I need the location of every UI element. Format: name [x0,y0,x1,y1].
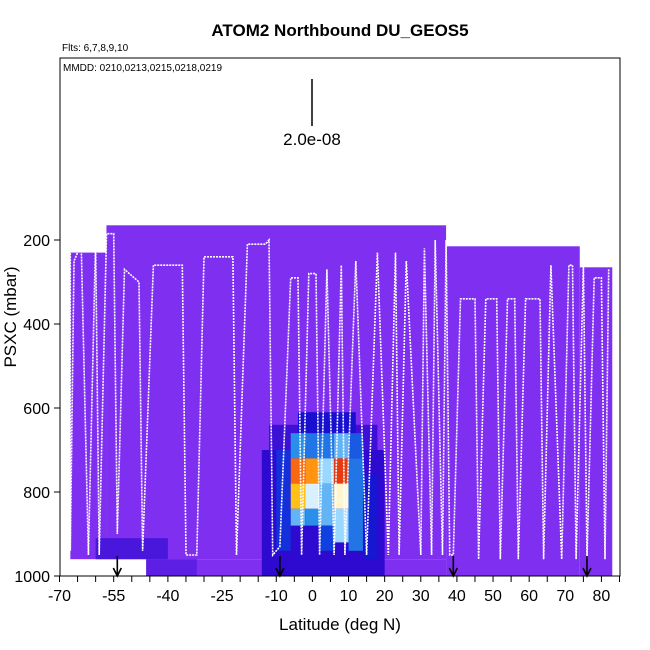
y-axis-label: PSXC (mbar) [1,266,20,367]
heatmap-cell-10 [305,433,320,459]
y-tick-label: 1000 [14,569,50,586]
heatmap-cell-4 [297,412,356,434]
heatmap-cell-16 [319,483,335,526]
x-tick-label: 30 [412,588,430,605]
y-tick-label: 800 [23,485,50,502]
x-tick-label: -10 [265,588,288,605]
heatmap-cell-19 [334,458,349,484]
heatmap-cell-11 [305,458,320,484]
x-tick-label: -40 [156,588,179,605]
field-segment-0 [70,252,107,560]
x-tick-label: -25 [211,588,234,605]
heatmap-cell-17 [319,525,335,551]
heatmap-cell-22 [348,433,363,459]
x-tick-label: 50 [484,588,502,605]
y-tick-label: 200 [23,233,50,250]
x-tick-label: 80 [593,588,611,605]
x-tick-label: 20 [376,588,394,605]
flight-track [69,232,610,560]
heatmap-cell-12 [305,483,320,509]
heatmap-cell-1 [146,559,197,576]
heatmap-cell-7 [290,458,306,484]
chart-title: ATOM2 Northbound DU_GEOS5 [211,21,468,40]
scale-label: 2.0e-08 [283,130,341,149]
y-tick-label: 400 [23,317,50,334]
heatmap-cells [95,412,385,576]
x-tick-label: 70 [556,588,574,605]
dates-note: MMDD: 0210,0213,0215,0218,0219 [63,63,222,74]
x-axis-ticks: -70 -55 -40 -25 -10 0 10 20 30 40 50 60 70 80 [48,576,620,605]
heatmap-cell-5 [276,450,291,551]
heatmap-cell-24 [362,475,378,560]
x-tick-label: -70 [48,588,71,605]
x-tick-label: 40 [448,588,466,605]
heatmap-cell-20 [334,483,349,509]
flights-note: Flts: 6,7,8,9,10 [62,43,129,54]
field-segment-3 [446,246,580,577]
heatmap-cell-6 [290,433,306,459]
x-tick-label: 0 [308,588,317,605]
y-axis-ticks: 200 400 600 800 1000 [14,233,60,586]
x-tick-label: -55 [102,588,125,605]
x-axis-label: Latitude (deg N) [279,615,401,634]
heatmap-cell-18 [334,433,349,459]
y-tick-label: 600 [23,401,50,418]
x-tick-label: 10 [340,588,358,605]
heatmap-cell-23 [348,458,363,551]
heatmap-cell-0 [95,538,168,560]
heatmap-cell-13 [305,508,320,526]
x-tick-label: 60 [520,588,538,605]
heatmap-cell-15 [319,458,335,484]
